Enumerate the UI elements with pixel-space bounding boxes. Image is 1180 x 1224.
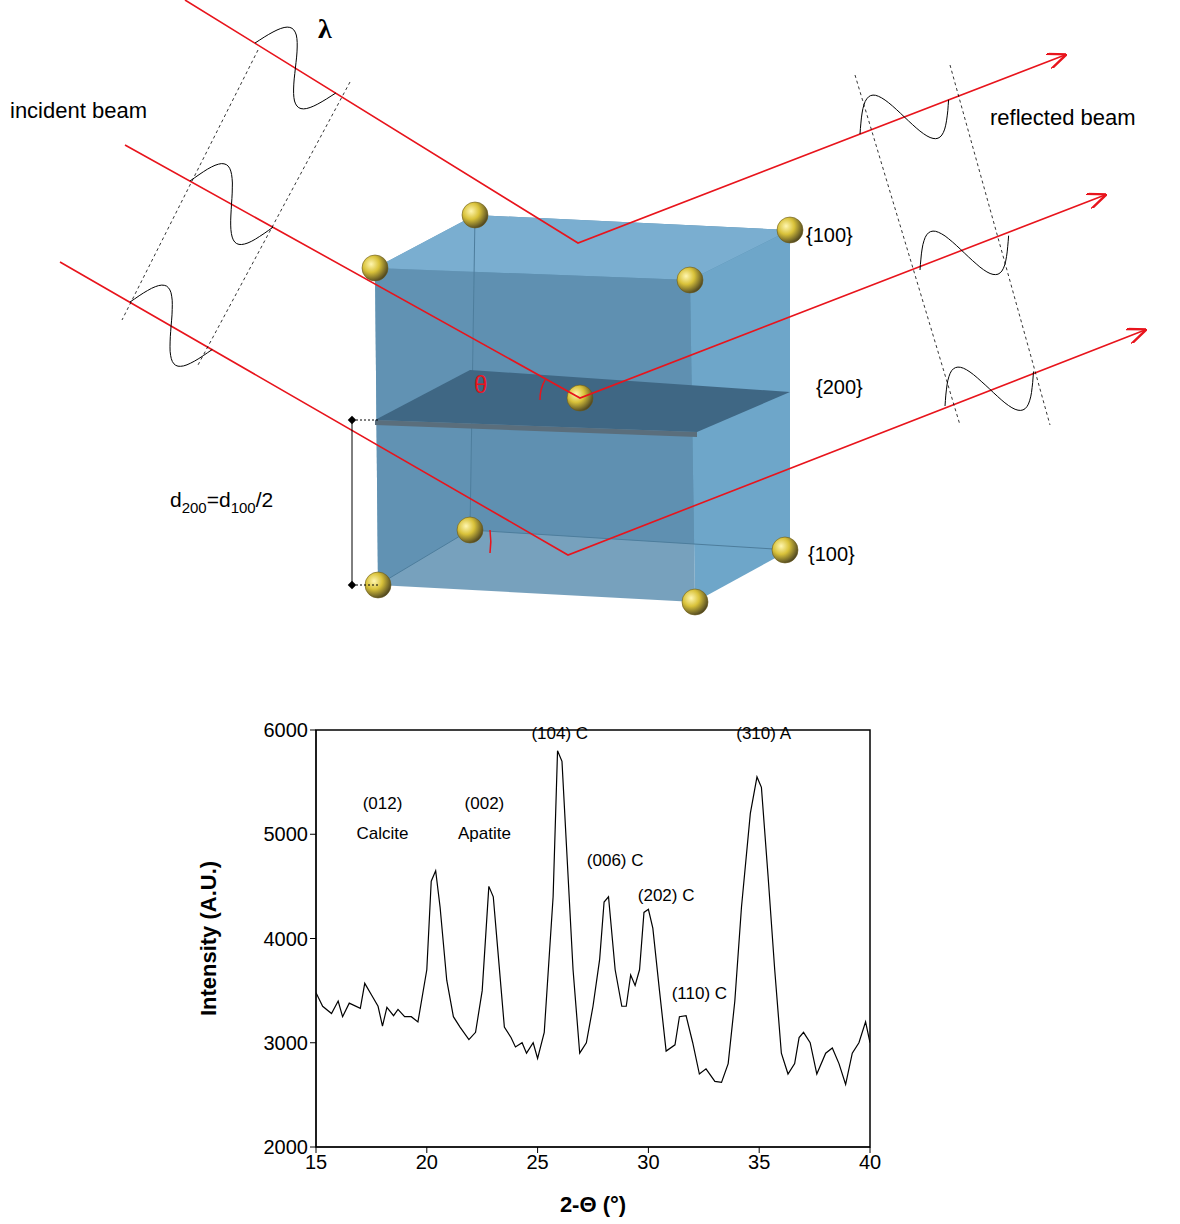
svg-text:incident beam: incident beam (10, 98, 147, 123)
svg-text:4000: 4000 (264, 928, 309, 950)
svg-text:θ: θ (474, 371, 487, 398)
svg-text:λ: λ (318, 13, 332, 44)
svg-text:reflected beam: reflected beam (990, 105, 1136, 130)
svg-text:(310) A: (310) A (736, 724, 791, 743)
svg-text:40: 40 (859, 1151, 881, 1173)
svg-text:(002)Apatite: (002)Apatite (458, 793, 511, 842)
svg-text:{100}: {100} (806, 224, 853, 246)
svg-text:20: 20 (416, 1151, 438, 1173)
svg-text:15: 15 (305, 1151, 327, 1173)
svg-text:{200}: {200} (816, 376, 863, 398)
svg-text:(110) C: (110) C (672, 984, 727, 1003)
svg-text:(012)Calcite: (012)Calcite (356, 793, 408, 842)
svg-text:3000: 3000 (264, 1032, 309, 1054)
svg-text:35: 35 (748, 1151, 770, 1173)
svg-text:2-Θ (°): 2-Θ (°) (560, 1192, 626, 1217)
svg-text:2000: 2000 (264, 1136, 309, 1158)
svg-text:(006) C: (006) C (587, 851, 644, 870)
svg-text:(104) C: (104) C (531, 724, 588, 743)
svg-text:25: 25 (526, 1151, 548, 1173)
svg-text:{100}: {100} (808, 543, 855, 565)
svg-text:6000: 6000 (264, 719, 309, 741)
svg-text:d200=d100/2: d200=d100/2 (170, 488, 273, 516)
svg-text:(202) C: (202) C (638, 886, 695, 905)
svg-text:5000: 5000 (264, 823, 309, 845)
svg-text:Intensity (A.U.): Intensity (A.U.) (196, 861, 221, 1016)
svg-text:30: 30 (637, 1151, 659, 1173)
